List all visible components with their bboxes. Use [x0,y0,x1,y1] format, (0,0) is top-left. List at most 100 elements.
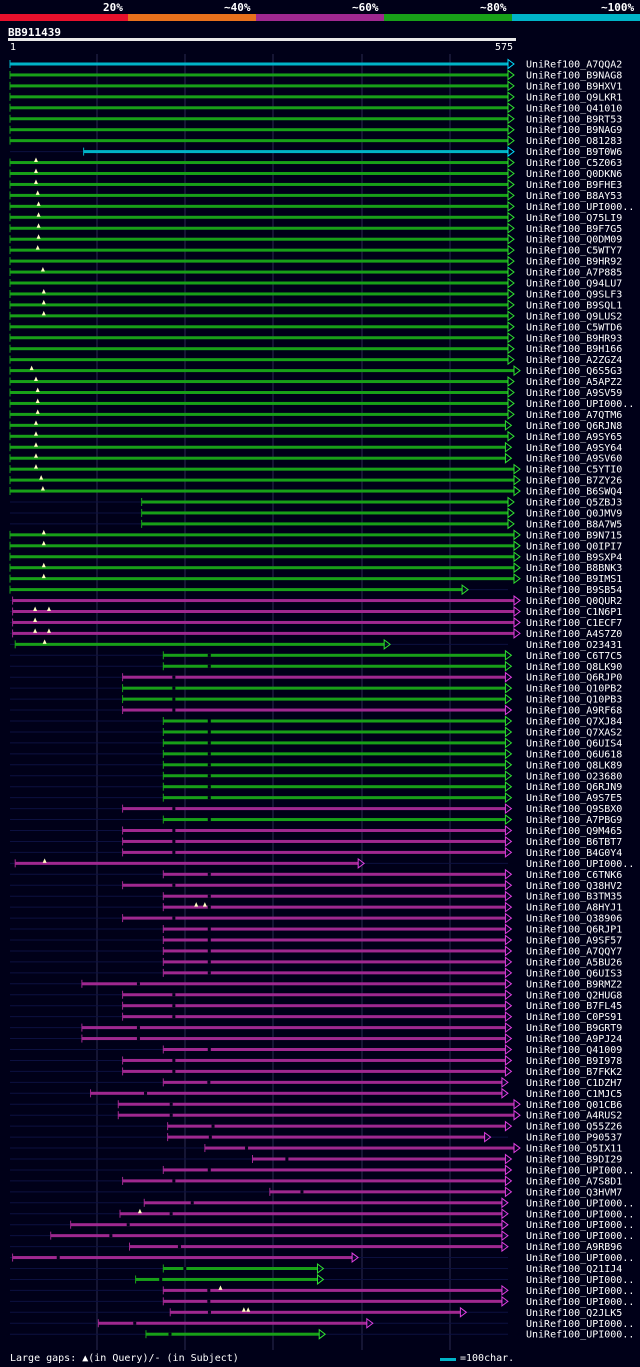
hit-name[interactable]: UniRef100_A4RUS2 [526,1111,622,1122]
hit-row-58[interactable]: UniRef100_Q10PB2 [10,682,622,695]
hit-name[interactable]: UniRef100_Q94LU7 [526,279,622,290]
hit-name[interactable]: UniRef100_Q8LK89 [526,760,622,771]
hit-row-82[interactable]: UniRef100_A7QQY7 [10,945,622,957]
hit-row-33[interactable]: UniRef100_A7QTM6 [9,408,622,421]
hit-name[interactable]: UniRef100_Q0QUR2 [526,596,622,607]
hit-name[interactable]: UniRef100_C1DZH7 [526,1078,622,1089]
hit-name[interactable]: UniRef100_UPI000.. [526,1286,634,1297]
hit-name[interactable]: UniRef100_B8AY53 [526,191,622,202]
hit-name[interactable]: UniRef100_Q0JMV9 [526,508,622,519]
hit-row-59[interactable]: UniRef100_Q10PB3 [10,693,622,706]
hit-name[interactable]: UniRef100_B3TM35 [526,892,622,903]
hit-name[interactable]: UniRef100_A7S8D1 [526,1176,622,1187]
hit-name[interactable]: UniRef100_Q21IJ4 [526,1264,622,1275]
hit-name[interactable]: UniRef100_UPI000.. [526,399,634,410]
hit-name[interactable]: UniRef100_Q6RJN9 [526,782,622,793]
hit-name[interactable]: UniRef100_B9GRT9 [526,1023,622,1034]
hit-name[interactable]: UniRef100_UPI000.. [526,1330,634,1341]
hit-name[interactable]: UniRef100_Q9SBX0 [526,804,622,815]
hit-name[interactable]: UniRef100_A9SV60 [526,454,622,465]
hit-row-61[interactable]: UniRef100_Q7XJ84 [10,715,622,728]
hit-row-93[interactable]: UniRef100_B7FKK2 [10,1065,622,1078]
hit-row-32[interactable]: UniRef100_UPI000.. [9,397,634,410]
hit-name[interactable]: UniRef100_Q9LUS2 [526,311,622,322]
hit-name[interactable]: UniRef100_B6SWQ4 [526,487,622,498]
hit-row-79[interactable]: UniRef100_Q38906 [10,912,622,925]
hit-name[interactable]: UniRef100_B9N715 [526,530,622,541]
hit-name[interactable]: UniRef100_B8BNK3 [526,563,622,574]
hit-name[interactable]: UniRef100_Q7XAS2 [526,727,622,738]
hit-name[interactable]: UniRef100_Q0DKN6 [526,169,622,180]
hit-name[interactable]: UniRef100_C1N6P1 [526,607,622,618]
hit-row-105[interactable]: UniRef100_UPI000.. [10,1197,634,1209]
hit-row-34[interactable]: UniRef100_Q6RJN8 [9,419,622,432]
hit-row-78[interactable]: UniRef100_A8HYJ1 [10,901,622,914]
hit-row-96[interactable]: UniRef100_Q01CB6 [10,1098,622,1111]
hit-name[interactable]: UniRef100_B9FHE3 [526,180,622,191]
hit-row-40[interactable]: UniRef100_B6SWQ4 [9,485,622,498]
hit-name[interactable]: UniRef100_A9S7E5 [526,793,622,804]
hit-name[interactable]: UniRef100_C6T7C5 [526,651,622,662]
hit-row-86[interactable]: UniRef100_Q2HUG8 [10,989,622,1001]
hit-row-117[interactable]: UniRef100_UPI000.. [10,1328,634,1341]
hit-row-21[interactable]: UniRef100_Q94LU7 [9,277,622,290]
hit-row-100[interactable]: UniRef100_Q5IX11 [10,1142,622,1155]
hit-row-43[interactable]: UniRef100_B8A7W5 [10,518,622,530]
hit-name[interactable]: UniRef100_Q3HVM7 [526,1187,622,1198]
hit-row-72[interactable]: UniRef100_B6TBT7 [10,835,622,848]
hit-row-63[interactable]: UniRef100_Q6UIS4 [10,737,622,749]
hit-row-88[interactable]: UniRef100_C0PS91 [10,1011,622,1023]
hit-row-69[interactable]: UniRef100_Q9SBX0 [10,803,622,815]
hit-name[interactable]: UniRef100_B9NAG8 [526,70,622,81]
hit-row-3[interactable]: UniRef100_B9HXV1 [9,80,622,92]
hit-row-104[interactable]: UniRef100_Q3HVM7 [10,1186,622,1198]
hit-name[interactable]: UniRef100_UPI000.. [526,1220,634,1231]
hit-name[interactable]: UniRef100_Q6RJP1 [526,925,622,936]
hit-row-62[interactable]: UniRef100_Q7XAS2 [10,726,622,738]
hit-name[interactable]: UniRef100_Q38906 [526,914,622,925]
hit-row-22[interactable]: UniRef100_Q9SLF3 [9,288,622,301]
hit-name[interactable]: UniRef100_Q0IPI7 [526,541,622,552]
hit-name[interactable]: UniRef100_Q7XJ84 [526,717,622,728]
hit-row-49[interactable]: UniRef100_B9SB54 [9,584,622,596]
hit-name[interactable]: UniRef100_Q9LKR1 [526,92,622,103]
hit-name[interactable]: UniRef100_Q01CB6 [526,1100,622,1111]
hit-name[interactable]: UniRef100_Q5IX11 [526,1144,622,1155]
hit-name[interactable]: UniRef100_A5APZ2 [526,377,622,388]
hit-name[interactable]: UniRef100_C5WTY7 [526,246,622,257]
hit-row-114[interactable]: UniRef100_UPI000.. [10,1295,634,1308]
hit-name[interactable]: UniRef100_A7P885 [526,268,622,279]
hit-row-98[interactable]: UniRef100_Q55Z26 [10,1120,622,1133]
hit-row-74[interactable]: UniRef100_UPI000.. [10,857,634,870]
hit-name[interactable]: UniRef100_Q6RJP0 [526,673,622,684]
hit-row-66[interactable]: UniRef100_O23680 [10,770,622,782]
hit-row-13[interactable]: UniRef100_B8AY53 [9,189,622,202]
hit-row-15[interactable]: UniRef100_Q75LI9 [9,211,622,224]
hit-row-57[interactable]: UniRef100_Q6RJP0 [10,671,622,684]
hit-row-83[interactable]: UniRef100_A5BU26 [10,956,622,968]
hit-row-35[interactable]: UniRef100_A9SY65 [9,430,622,443]
hit-name[interactable]: UniRef100_UPI000.. [526,1209,634,1220]
hit-row-92[interactable]: UniRef100_B9I978 [10,1054,622,1067]
hit-row-54[interactable]: UniRef100_O23431 [10,638,622,651]
hit-row-14[interactable]: UniRef100_UPI000.. [9,200,634,213]
hit-name[interactable]: UniRef100_A9SY64 [526,443,622,454]
hit-name[interactable]: UniRef100_B4G0Y4 [526,848,622,859]
hit-name[interactable]: UniRef100_Q6UIS3 [526,968,622,979]
hit-row-77[interactable]: UniRef100_B3TM35 [10,890,622,903]
hit-row-39[interactable]: UniRef100_B7ZY26 [9,474,622,487]
hit-row-91[interactable]: UniRef100_Q41009 [10,1044,622,1056]
hit-row-75[interactable]: UniRef100_C6TNK6 [10,868,622,881]
hit-name[interactable]: UniRef100_B9RT53 [526,114,622,125]
hit-name[interactable]: UniRef100_A7PBG9 [526,815,622,826]
hit-row-52[interactable]: UniRef100_C1ECF7 [10,616,622,629]
hit-name[interactable]: UniRef100_A9RF68 [526,706,622,717]
hit-name[interactable]: UniRef100_Q55Z26 [526,1122,622,1133]
hit-row-90[interactable]: UniRef100_A9PJ24 [10,1033,622,1045]
hit-name[interactable]: UniRef100_A5BU26 [526,957,622,968]
hit-row-110[interactable]: UniRef100_UPI000.. [10,1252,634,1264]
hit-name[interactable]: UniRef100_B8A7W5 [526,519,622,530]
hit-name[interactable]: UniRef100_B9HXV1 [526,81,622,92]
hit-name[interactable]: UniRef100_A9SY65 [526,432,622,443]
hit-name[interactable]: UniRef100_Q5ZBJ3 [526,498,622,509]
